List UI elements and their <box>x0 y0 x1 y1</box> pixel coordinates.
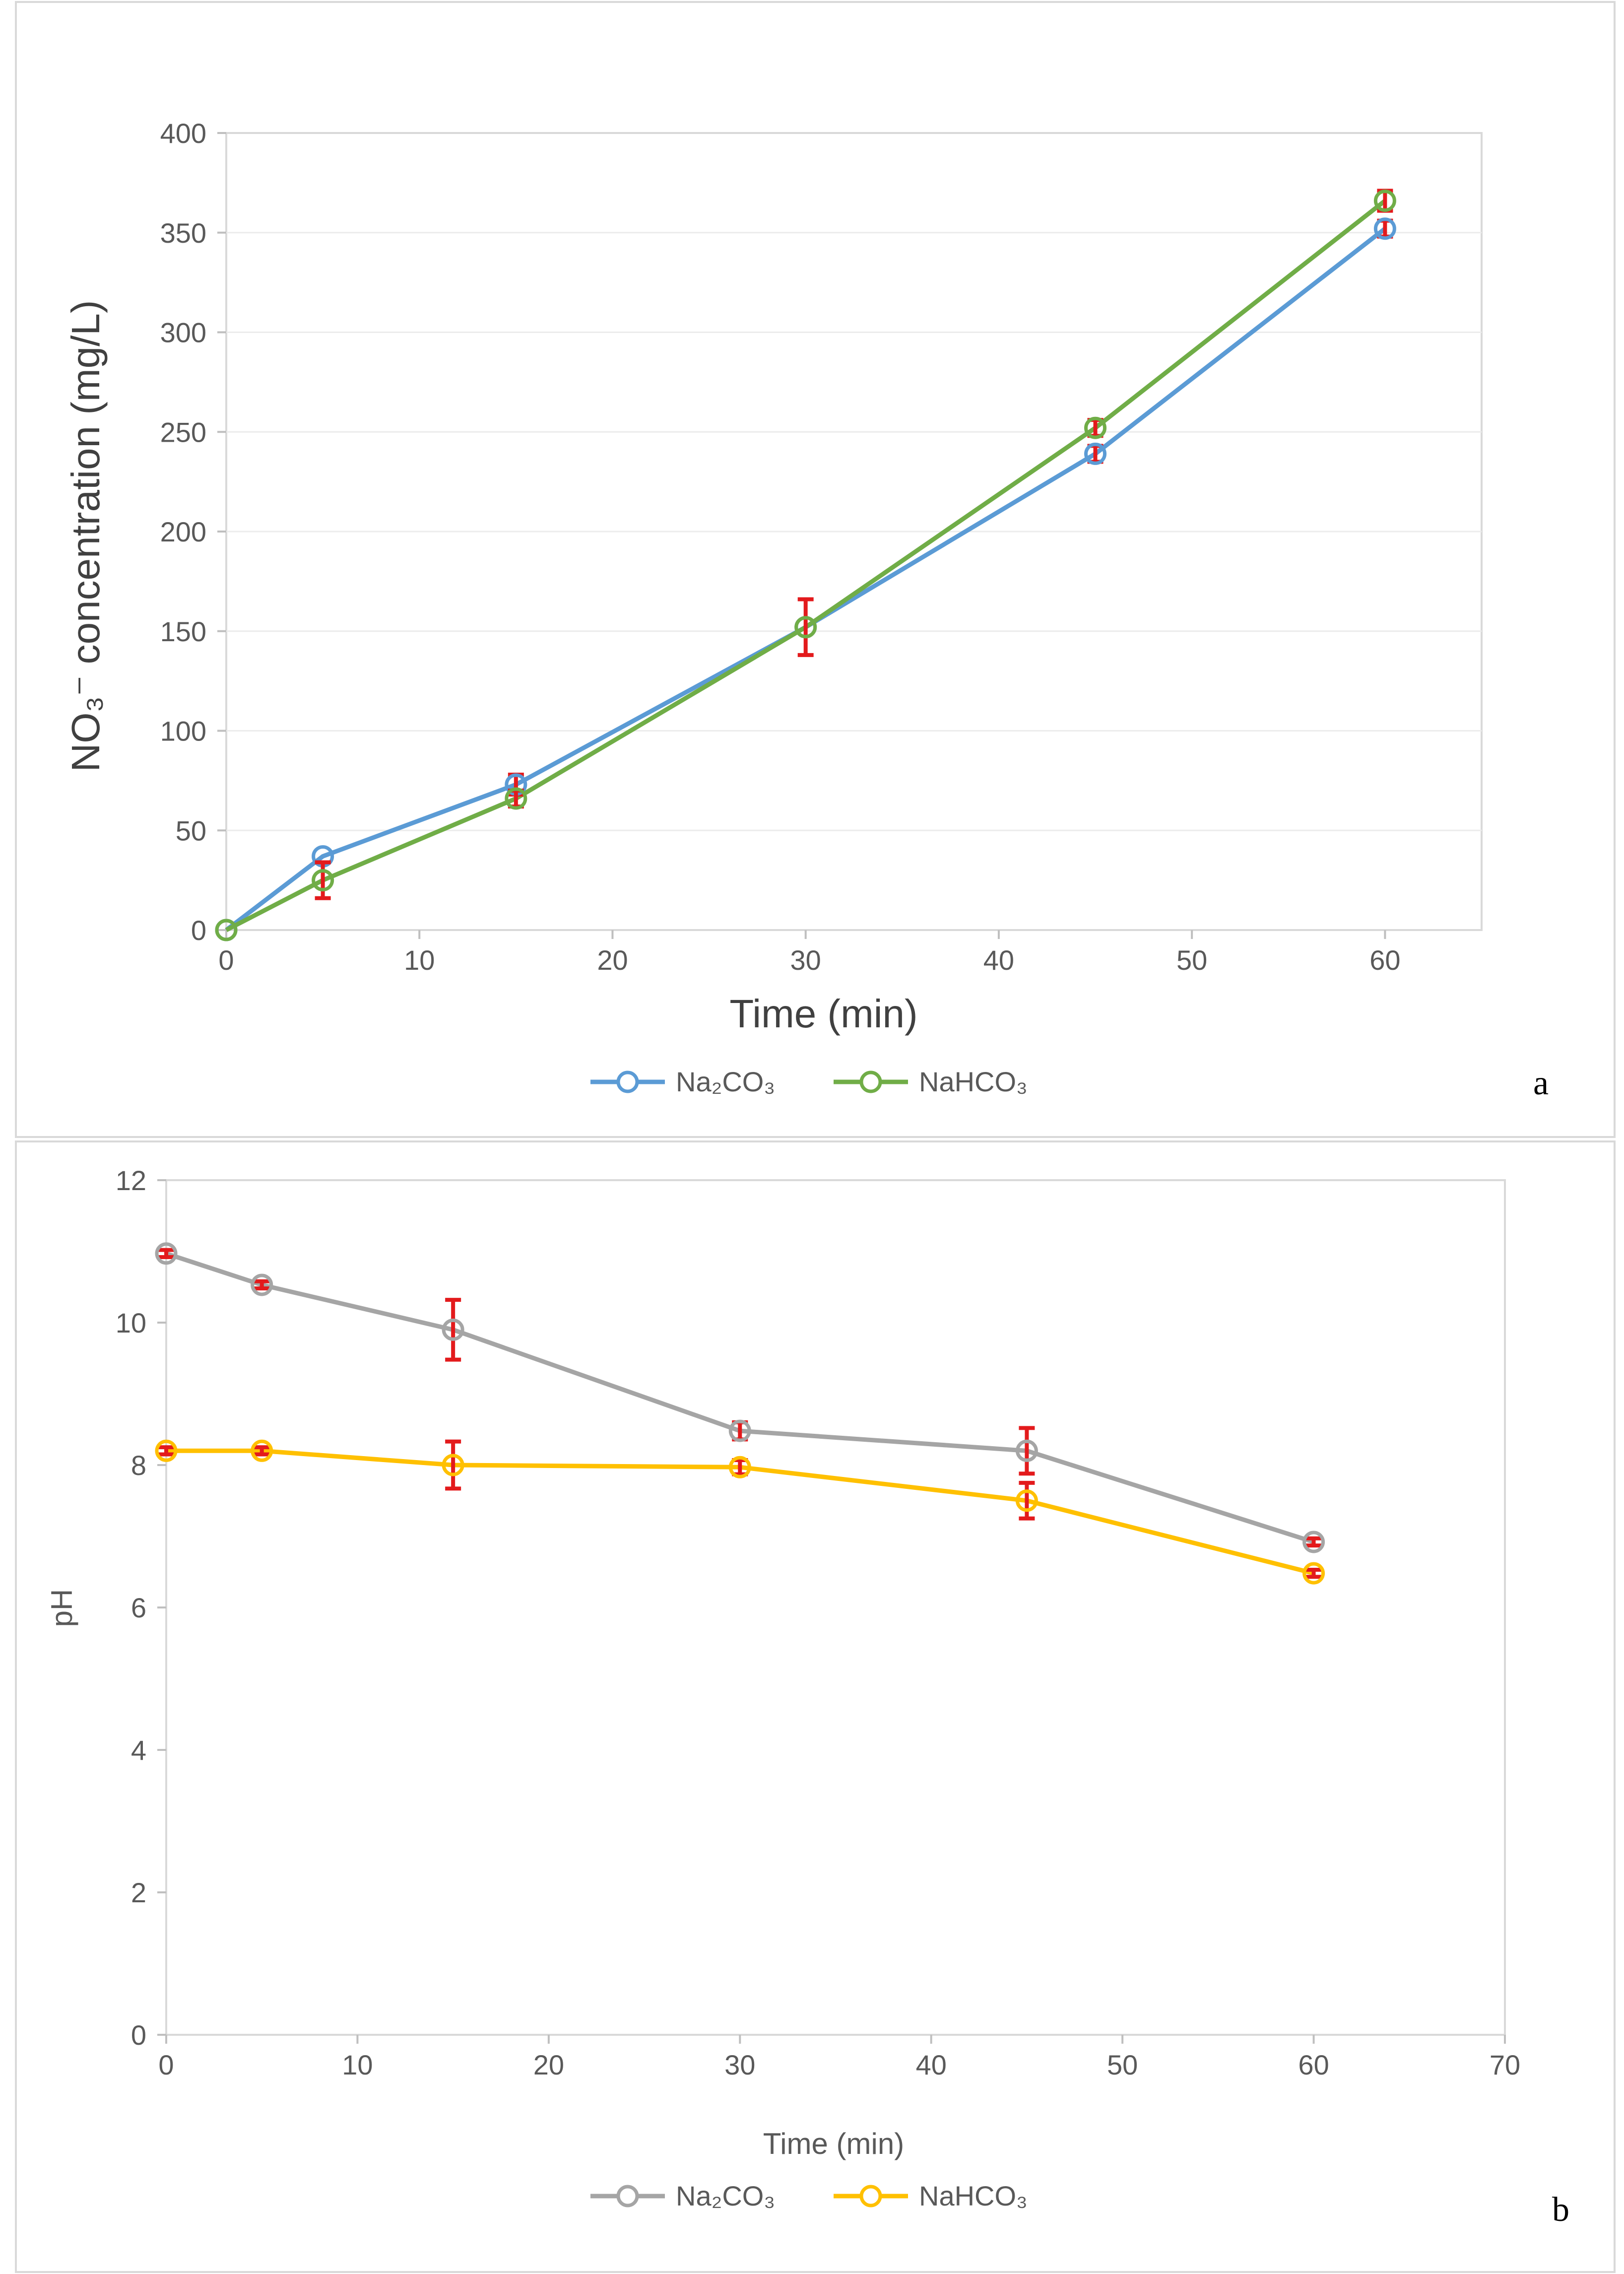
panel-a-y-ticks: 0 50 100 150 200 250 300 350 400 <box>160 118 226 946</box>
data-point-0-5 <box>1302 1531 1325 1553</box>
x-tick-label-0: 0 <box>158 2049 174 2080</box>
y-tick-label-3: 6 <box>131 1592 146 1623</box>
panel-b-y-ticks: 0 2 4 6 8 10 12 <box>116 1165 166 2051</box>
y-tick-label-6: 12 <box>116 1165 146 1196</box>
data-point-1-3 <box>794 616 817 639</box>
legend-marker-0 <box>616 1070 639 1093</box>
data-point-1-3 <box>728 1456 751 1478</box>
x-tick-label-1: 10 <box>404 944 435 976</box>
panel-a-x-ticks: 0 10 20 30 40 50 60 <box>218 930 1401 976</box>
panel-b-letter: b <box>1552 2191 1569 2229</box>
x-tick-label-7: 70 <box>1490 2049 1520 2080</box>
x-tick-label-3: 30 <box>790 944 821 976</box>
data-point-0-0 <box>155 1242 178 1265</box>
legend-marker-1 <box>859 1070 882 1093</box>
x-tick-label-6: 60 <box>1369 944 1400 976</box>
data-point-0-2 <box>442 1318 464 1341</box>
data-point-1-1 <box>312 869 334 892</box>
y-tick-label-0: 0 <box>191 915 206 946</box>
y-tick-label-2: 100 <box>160 716 206 747</box>
y-tick-label-5: 10 <box>116 1307 146 1338</box>
legend-marker-0 <box>616 2185 639 2207</box>
data-point-1-0 <box>155 1439 178 1462</box>
series-line-0 <box>165 1251 1314 1544</box>
y-tick-label-7: 350 <box>160 217 206 249</box>
y-tick-label-2: 4 <box>131 1735 146 1766</box>
x-tick-label-6: 60 <box>1298 2049 1329 2080</box>
y-tick-label-6: 300 <box>160 317 206 348</box>
panel-b-border <box>15 1140 1616 2273</box>
y-tick-label-4: 200 <box>160 516 206 547</box>
series-line-1 <box>225 199 1387 932</box>
data-point-0-3 <box>728 1419 751 1442</box>
panel-b-x-axis-title: Time (min) <box>763 2127 904 2160</box>
panel-b-legend: Na₂CO₃ NaHCO₃ <box>590 2180 1028 2211</box>
legend-label-0: Na₂CO₃ <box>676 1066 775 1097</box>
data-point-1-4 <box>1015 1489 1038 1512</box>
panel-a-x-axis-title: Time (min) <box>729 992 917 1036</box>
panel-a: 0 50 100 150 200 250 300 350 400 0 10 20 30 40 50 60 T… <box>15 1 1616 1138</box>
x-tick-label-2: 20 <box>533 2049 564 2080</box>
y-tick-label-4: 8 <box>131 1450 146 1481</box>
x-tick-label-5: 50 <box>1107 2049 1138 2080</box>
data-point-0-5 <box>1373 217 1396 240</box>
panel-a-series <box>215 189 1396 941</box>
series-line-1 <box>166 1448 1314 1576</box>
data-point-1-0 <box>215 919 238 941</box>
data-point-1-1 <box>251 1439 273 1462</box>
y-tick-label-5: 250 <box>160 416 206 448</box>
panel-a-legend: Na₂CO₃ NaHCO₃ <box>590 1066 1028 1097</box>
data-point-1-2 <box>442 1454 464 1476</box>
data-point-0-4 <box>1015 1439 1038 1462</box>
panel-a-border <box>15 1 1616 1138</box>
series-line-0 <box>225 227 1387 932</box>
x-tick-label-0: 0 <box>218 944 234 976</box>
data-point-1-4 <box>1084 416 1107 439</box>
x-tick-label-4: 40 <box>983 944 1014 976</box>
legend-label-1: NaHCO₃ <box>919 1066 1028 1097</box>
panel-a-y-axis-title: NO₃⁻ concentration (mg/L) <box>64 300 108 772</box>
data-point-1-2 <box>505 787 527 810</box>
x-tick-label-4: 40 <box>916 2049 947 2080</box>
x-tick-label-5: 50 <box>1176 944 1207 976</box>
legend-marker-1 <box>859 2185 882 2207</box>
panel-b-x-ticks: 0 10 20 30 40 50 60 70 <box>158 2035 1520 2080</box>
y-tick-label-1: 50 <box>176 815 206 846</box>
x-tick-label-1: 10 <box>342 2049 373 2080</box>
data-point-0-4 <box>1084 442 1107 465</box>
legend-label-1: NaHCO₃ <box>919 2180 1028 2211</box>
data-point-1-5 <box>1373 190 1396 212</box>
panel-b-series <box>155 1242 1325 1585</box>
panel-a-letter: a <box>1533 1064 1549 1102</box>
legend-label-0: Na₂CO₃ <box>676 2180 775 2211</box>
x-tick-label-3: 30 <box>724 2049 755 2080</box>
y-tick-label-0: 0 <box>131 2019 146 2051</box>
y-tick-label-1: 2 <box>131 1877 146 1908</box>
y-tick-label-3: 150 <box>160 616 206 647</box>
x-tick-label-2: 20 <box>597 944 628 976</box>
data-point-1-5 <box>1302 1562 1325 1585</box>
y-tick-label-8: 400 <box>160 118 206 149</box>
panel-b-y-axis-title: pH <box>45 1589 78 1627</box>
data-point-0-1 <box>251 1273 273 1296</box>
panel-a-grid <box>226 232 1482 831</box>
